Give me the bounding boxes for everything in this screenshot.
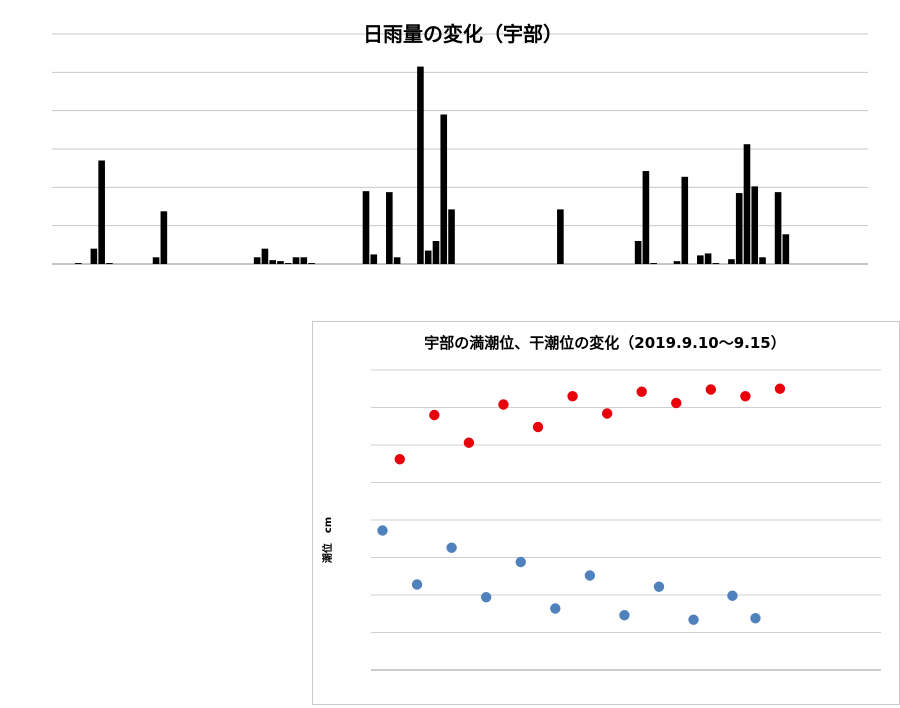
rain-bar: [160, 211, 168, 264]
rain-bar: [642, 171, 650, 264]
low-tide-point: [653, 581, 665, 592]
rain-gridlines: [52, 33, 868, 265]
rain-bar: [308, 263, 315, 265]
low-tide-point: [377, 525, 388, 536]
low-tide-point: [515, 556, 526, 568]
rain-bar: [728, 259, 735, 264]
tide-level-chart: 宇部の満潮位、干潮位の変化（2019.9.10～9.15） 潮位 cm: [321, 334, 881, 671]
high-tide-point: [601, 408, 613, 419]
tide-chart-frame: 宇部の満潮位、干潮位の変化（2019.9.10～9.15） 潮位 cm: [312, 321, 900, 705]
tide-y-axis-label: 潮位 cm: [321, 517, 334, 563]
rain-bar: [261, 248, 269, 264]
rain-bar: [90, 248, 98, 264]
rain-bar: [697, 255, 704, 264]
rain-bar: [253, 257, 261, 264]
rain-bar: [774, 192, 782, 264]
rain-bar: [448, 209, 455, 264]
high-tide-point: [774, 383, 786, 394]
rain-bar: [650, 263, 657, 265]
low-tide-point: [480, 592, 492, 603]
rain-bar: [284, 263, 292, 265]
low-tide-point: [411, 579, 423, 590]
rain-bar: [681, 176, 689, 264]
low-tide-point: [688, 614, 699, 625]
rain-bar: [424, 250, 432, 264]
low-tide-point: [727, 590, 738, 601]
rain-bar: [417, 66, 424, 264]
high-tide-point: [705, 384, 717, 395]
rain-bar: [386, 192, 393, 264]
high-tide-point: [740, 391, 751, 402]
rain-bar: [98, 160, 105, 264]
rain-bar: [751, 186, 759, 264]
rain-bar: [292, 257, 300, 264]
rain-bar: [735, 193, 743, 264]
rain-bar: [782, 234, 790, 264]
low-tide-point: [619, 610, 630, 621]
tide-gridlines: [371, 369, 881, 671]
high-tide-point: [429, 409, 440, 421]
rain-bar: [277, 261, 284, 264]
rain-bars: [75, 66, 790, 265]
rain-bar: [432, 241, 440, 264]
high-tide-point: [394, 454, 405, 465]
rain-bar: [673, 261, 681, 264]
rain-bar: [393, 257, 401, 264]
high-tide-point: [671, 397, 682, 409]
rain-bar: [743, 144, 751, 264]
low-tide-point: [446, 542, 457, 553]
high-tide-point: [532, 421, 544, 433]
rain-bar: [557, 209, 564, 264]
rain-bar: [75, 263, 82, 265]
rain-bar: [106, 263, 113, 265]
rain-bar: [440, 114, 448, 264]
rain-bar: [152, 257, 160, 264]
high-tide-point: [636, 386, 647, 397]
rain-bar: [712, 263, 720, 265]
rain-chart-title: 日雨量の変化（宇部）: [363, 22, 563, 46]
rain-bar: [269, 260, 276, 264]
rain-bar: [362, 191, 370, 264]
high-tide-point: [567, 391, 578, 402]
daily-rainfall-chart: 日雨量の変化（宇部）: [52, 22, 868, 265]
tide-chart-title: 宇部の満潮位、干潮位の変化（2019.9.10～9.15）: [424, 334, 785, 352]
rain-bar: [634, 241, 642, 264]
low-tide-point: [550, 603, 561, 614]
low-tide-point: [750, 613, 761, 624]
low-tide-point: [584, 570, 596, 581]
rain-bar: [300, 257, 308, 264]
tide-points: [377, 383, 786, 625]
rain-bar: [370, 254, 378, 264]
rain-bar: [759, 257, 766, 264]
high-tide-point: [463, 437, 475, 448]
rain-bar: [704, 253, 712, 264]
high-tide-point: [498, 399, 509, 410]
